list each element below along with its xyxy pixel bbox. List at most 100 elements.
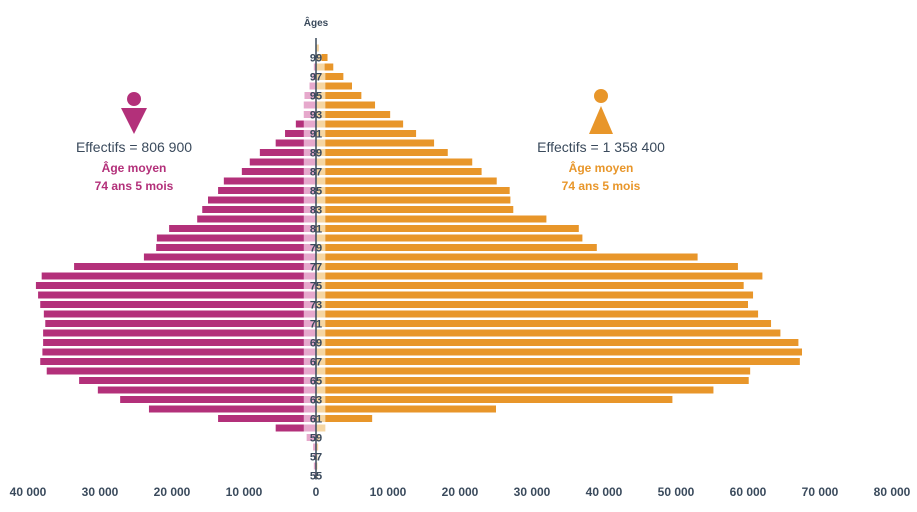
bar-right-age-61 xyxy=(316,415,373,422)
bar-right-age-86 xyxy=(316,177,497,185)
bar-right-age-87 xyxy=(316,168,482,175)
x-tick-label: 10 000 xyxy=(370,485,407,499)
bar-left-light-age-68 xyxy=(303,348,316,356)
bar-left-light-age-81 xyxy=(303,225,316,232)
age-tick-label: 93 xyxy=(310,110,322,122)
bar-left-light-age-98 xyxy=(313,63,316,71)
bar-right-age-94 xyxy=(316,101,376,109)
age-tick-label: 85 xyxy=(310,186,322,198)
bar-right-light-age-90 xyxy=(316,139,326,147)
bar-right-age-85 xyxy=(316,187,510,194)
bar-right-age-76 xyxy=(316,272,763,280)
bar-left-age-77 xyxy=(74,263,316,270)
women-age-moyen-value: 74 ans 5 mois xyxy=(95,179,174,193)
age-labels-group: 99 97 95 93 91 89 87 85 83 81 79 77 75 73 71 69 67 65 63 61… xyxy=(310,53,322,483)
women-effectifs: Effectifs = 806 900 xyxy=(76,139,192,155)
bar-right-light-age-79 xyxy=(316,244,326,251)
bar-right-age-91 xyxy=(316,130,417,137)
bar-left-age-72 xyxy=(43,310,317,318)
bar-left-light-age-87 xyxy=(303,168,316,175)
bar-left-age-68 xyxy=(42,348,317,356)
bar-right-light-age-84 xyxy=(316,196,326,204)
bar-right-age-75 xyxy=(316,282,744,289)
bar-right-age-82 xyxy=(316,215,547,223)
bar-left-age-71 xyxy=(45,320,316,327)
bar-left-light-age-94 xyxy=(303,101,316,109)
bar-left-age-88 xyxy=(249,158,316,166)
x-tick-label: 50 000 xyxy=(658,485,695,499)
age-tick-label: 71 xyxy=(310,319,322,331)
bar-right-light-age-64 xyxy=(316,386,326,394)
x-tick-label: 0 xyxy=(313,485,320,499)
bar-left-age-91 xyxy=(285,130,316,137)
bar-left-light-age-86 xyxy=(303,177,316,185)
bar-right-age-89 xyxy=(316,149,448,156)
bar-left-age-67 xyxy=(40,358,317,365)
bar-right-age-83 xyxy=(316,206,514,213)
bar-left-light-age-95 xyxy=(304,92,316,99)
bar-right-light-age-97 xyxy=(316,73,326,80)
bar-right-light-age-67 xyxy=(316,358,326,365)
men-effectifs: Effectifs = 1 358 400 xyxy=(537,139,665,155)
bar-right-light-age-73 xyxy=(316,301,326,308)
age-tick-label: 67 xyxy=(310,357,322,369)
bar-right-light-age-76 xyxy=(316,272,326,280)
bar-left-light-age-58 xyxy=(313,443,316,451)
bar-right-light-age-68 xyxy=(316,348,326,356)
bar-left-light-age-62 xyxy=(303,405,316,413)
age-tick-label: 69 xyxy=(310,338,322,350)
bar-right-light-age-75 xyxy=(316,282,326,289)
bar-left-age-69 xyxy=(43,339,317,346)
bar-right-age-78 xyxy=(316,253,698,261)
age-tick-label: 63 xyxy=(310,395,322,407)
bar-left-light-age-78 xyxy=(303,253,316,261)
bar-right-light-age-71 xyxy=(316,320,326,327)
bar-left-light-age-67 xyxy=(303,358,316,365)
bar-left-light-age-61 xyxy=(303,415,316,422)
age-tick-label: 57 xyxy=(310,452,322,464)
bar-right-light-age-91 xyxy=(316,130,326,137)
bar-right-light-age-88 xyxy=(316,158,326,166)
bar-right-age-66 xyxy=(316,367,751,375)
bar-right-light-age-92 xyxy=(316,120,326,128)
bar-right-age-95 xyxy=(316,92,362,99)
woman-icon xyxy=(121,108,147,134)
bar-right-light-age-77 xyxy=(316,263,326,270)
women-age-moyen-title: Âge moyen xyxy=(102,160,167,175)
bar-left-light-age-74 xyxy=(303,291,316,299)
bar-right-light-age-82 xyxy=(316,215,326,223)
bar-left-age-64 xyxy=(97,386,316,394)
bar-right-light-age-95 xyxy=(316,92,326,99)
bar-left-light-age-56 xyxy=(313,462,316,470)
bar-left-age-61 xyxy=(218,415,316,422)
bar-left-light-age-79 xyxy=(303,244,316,251)
age-tick-label: 83 xyxy=(310,205,322,217)
age-tick-label: 97 xyxy=(310,72,322,84)
bar-left-light-age-66 xyxy=(303,367,316,375)
bar-left-age-76 xyxy=(41,272,317,280)
woman-icon-head xyxy=(127,92,141,106)
men-age-moyen-title: Âge moyen xyxy=(569,160,634,175)
bar-right-light-age-70 xyxy=(316,329,326,337)
age-tick-label: 91 xyxy=(310,129,322,141)
bar-left-light-age-69 xyxy=(303,339,316,346)
bar-left-age-89 xyxy=(259,149,316,156)
bar-right-light-age-80 xyxy=(316,234,326,242)
bar-right-light-age-81 xyxy=(316,225,326,232)
bar-left-light-age-97 xyxy=(312,73,316,80)
bar-right-light-age-62 xyxy=(316,405,326,413)
bar-left-age-85 xyxy=(218,187,316,194)
bar-left-age-87 xyxy=(241,168,316,175)
bar-right-age-79 xyxy=(316,244,597,251)
age-tick-label: 87 xyxy=(310,167,322,179)
bar-right-age-69 xyxy=(316,339,799,346)
bar-right-light-age-63 xyxy=(316,396,326,403)
bar-left-age-65 xyxy=(79,377,317,384)
bar-right-light-age-94 xyxy=(316,101,326,109)
women-annotation: Effectifs = 806 900 Âge moyen 74 ans 5 m… xyxy=(76,92,192,193)
age-tick-label: 81 xyxy=(310,224,322,236)
bar-left-light-age-70 xyxy=(303,329,316,337)
bar-right-light-age-72 xyxy=(316,310,326,318)
age-tick-label: 59 xyxy=(310,433,322,445)
age-tick-label: 79 xyxy=(310,243,322,255)
